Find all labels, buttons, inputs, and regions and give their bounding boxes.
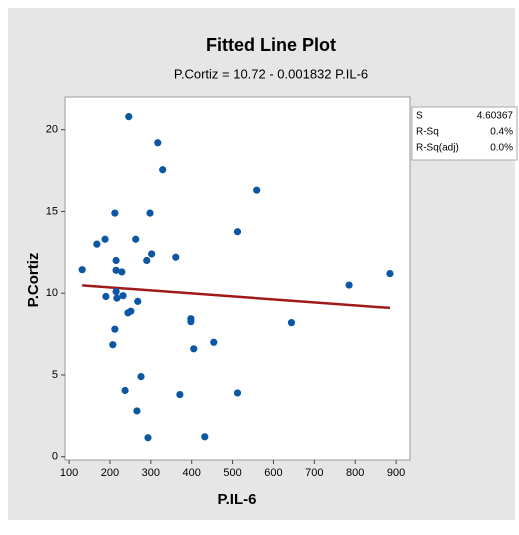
point (113, 294, 121, 302)
chart-subtitle: P.Cortiz = 10.72 - 0.001832 P.IL-6 (174, 66, 368, 81)
stat-value: 0.4% (490, 127, 513, 138)
point (201, 433, 209, 441)
point (127, 307, 135, 315)
point (112, 266, 120, 274)
point (132, 235, 140, 243)
stat-value: 4.60367 (477, 111, 514, 122)
point (118, 268, 126, 276)
stats-table (411, 106, 518, 161)
x-tick-label: 700 (305, 467, 323, 479)
point (125, 113, 133, 121)
x-tick-label: 400 (183, 467, 201, 479)
point (93, 240, 101, 248)
y-tick-label: 20 (46, 124, 58, 136)
point (133, 407, 141, 415)
point (287, 319, 296, 327)
y-tick-label: 15 (46, 205, 58, 217)
point (253, 186, 261, 194)
point (159, 166, 167, 174)
stat-value: 0.0% (490, 143, 513, 154)
y-tick-label: 10 (46, 287, 58, 299)
point (210, 338, 218, 346)
x-tick-label: 300 (142, 467, 160, 479)
x-tick-label: 600 (264, 467, 282, 479)
chart-title: Fitted Line Plot (206, 35, 336, 55)
point (78, 266, 86, 274)
x-tick-label: 100 (60, 467, 78, 479)
point (137, 373, 145, 381)
point (233, 389, 242, 397)
x-tick-label: 900 (387, 467, 405, 479)
point (111, 209, 119, 217)
point (143, 256, 151, 265)
point (190, 345, 198, 353)
stat-name: R-Sq (416, 127, 439, 138)
x-tick-label: 800 (346, 467, 364, 479)
point (148, 250, 156, 258)
point (386, 269, 394, 278)
point (112, 256, 120, 265)
x-tick-label: 200 (101, 467, 119, 479)
y-axis-label: P.Cortiz (25, 253, 42, 308)
point (345, 281, 353, 289)
x-tick-label: 500 (223, 467, 241, 479)
point (112, 287, 120, 296)
point (109, 341, 117, 349)
point (134, 297, 142, 305)
point (119, 292, 127, 300)
y-tick-label: 0 (52, 451, 58, 463)
point (121, 386, 129, 395)
point (102, 292, 110, 301)
point (144, 434, 152, 442)
point (154, 139, 162, 147)
fit-line (82, 284, 391, 310)
point (146, 209, 154, 217)
y-tick-label: 5 (52, 369, 58, 381)
point (187, 318, 195, 326)
stat-name: R-Sq(adj) (416, 143, 459, 154)
point (101, 235, 109, 243)
point (176, 390, 184, 399)
plot-area (64, 96, 411, 461)
point (172, 253, 180, 261)
stat-name: S (416, 111, 423, 122)
x-axis-label: P.IL-6 (218, 491, 257, 508)
point (111, 325, 119, 333)
point (233, 228, 242, 236)
